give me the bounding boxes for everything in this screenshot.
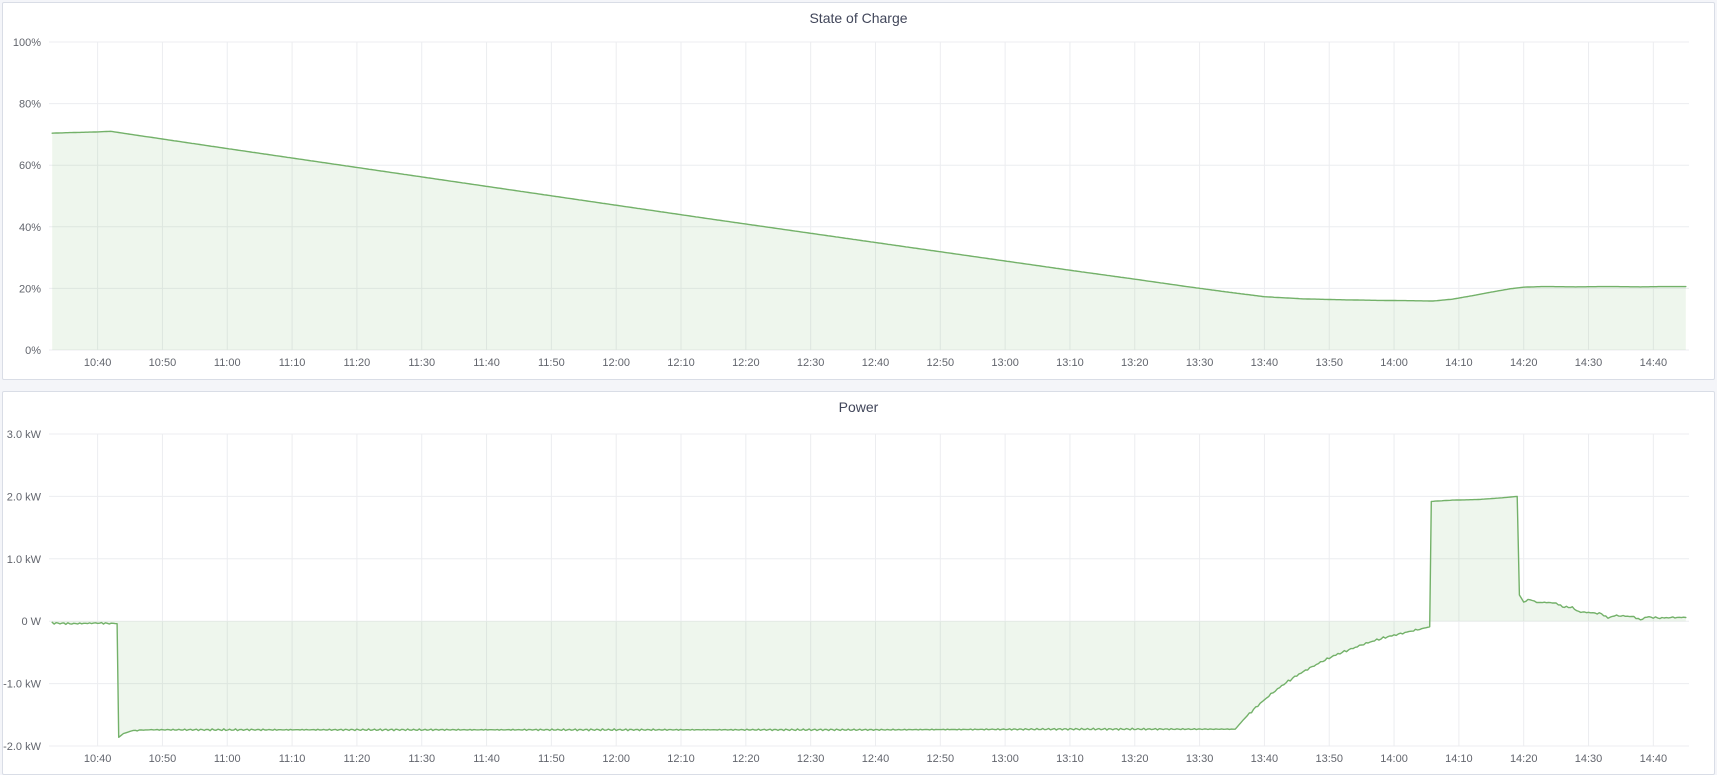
x-axis-tick-label: 12:20 <box>732 753 760 765</box>
x-axis-tick-label: 11:00 <box>214 357 241 369</box>
x-axis-tick-label: 12:30 <box>797 357 825 369</box>
y-axis-tick-label: 1.0 kW <box>7 554 42 566</box>
series-line <box>51 495 1687 738</box>
y-axis-tick-label: 0 W <box>21 616 41 628</box>
x-axis-tick-label: 11:40 <box>473 753 500 765</box>
x-axis-tick-label: 13:50 <box>1315 753 1343 765</box>
x-axis-tick-label: 12:40 <box>862 357 890 369</box>
x-axis-tick-label: 12:00 <box>602 357 630 369</box>
panel-title-state-of-charge[interactable]: State of Charge <box>809 10 908 26</box>
x-axis-tick-label: 14:00 <box>1380 357 1408 369</box>
x-axis-tick-label: 12:50 <box>927 753 955 765</box>
axis-labels: 100% 80% 60% 40% 20% 0% 10:40 10:50 11:00 11:10 11… <box>13 37 1667 369</box>
x-axis-tick-label: 13:30 <box>1186 753 1214 765</box>
x-axis-tick-label: 10:50 <box>149 357 177 369</box>
x-axis-tick-label: 11:10 <box>279 357 306 369</box>
axis-labels: 3.0 kW 2.0 kW 1.0 kW 0 W -1.0 kW -2.0 kW 10:40… <box>3 429 1667 765</box>
x-axis-tick-label: 13:20 <box>1121 357 1149 369</box>
x-axis-tick-label: 10:40 <box>84 357 112 369</box>
x-axis-tick-label: 13:00 <box>991 357 1019 369</box>
series <box>51 130 1687 350</box>
y-axis-tick-label: 40% <box>19 222 41 234</box>
y-axis-tick-label: -2.0 kW <box>3 741 42 753</box>
x-axis-tick-label: 10:50 <box>149 753 177 765</box>
x-axis-tick-label: 14:10 <box>1445 357 1473 369</box>
x-axis-tick-label: 11:50 <box>538 357 565 369</box>
x-axis-tick-label: 14:30 <box>1575 357 1603 369</box>
panel-power: Power 3.0 kW 2.0 kW 1.0 kW 0 W -1.0 kW -2.0 k… <box>2 391 1715 775</box>
x-axis-tick-label: 11:30 <box>408 753 435 765</box>
x-axis-tick-label: 13:00 <box>991 753 1019 765</box>
x-axis-tick-label: 11:50 <box>538 753 565 765</box>
x-axis-tick-label: 13:40 <box>1251 753 1279 765</box>
x-axis-tick-label: 12:20 <box>732 357 760 369</box>
y-axis-tick-label: 3.0 kW <box>7 429 42 441</box>
y-axis-tick-label: 60% <box>19 160 41 172</box>
x-axis-tick-label: 10:40 <box>84 753 112 765</box>
x-axis-tick-label: 11:30 <box>408 357 435 369</box>
x-axis-tick-label: 13:40 <box>1251 357 1279 369</box>
x-axis-tick-label: 12:10 <box>667 357 695 369</box>
x-axis-tick-label: 14:20 <box>1510 753 1538 765</box>
x-axis-tick-label: 13:10 <box>1056 753 1084 765</box>
series-line <box>51 130 1687 302</box>
x-axis-tick-label: 11:10 <box>279 753 306 765</box>
x-axis-tick-label: 11:20 <box>344 753 371 765</box>
x-axis-tick-label: 12:10 <box>667 753 695 765</box>
y-axis-tick-label: 2.0 kW <box>7 491 42 503</box>
x-axis-tick-label: 14:00 <box>1380 753 1408 765</box>
y-axis-tick-label: 80% <box>19 99 41 111</box>
x-axis-tick-label: 14:10 <box>1445 753 1473 765</box>
x-axis-tick-label: 14:20 <box>1510 357 1538 369</box>
x-axis-tick-label: 12:30 <box>797 753 825 765</box>
y-axis-tick-label: 0% <box>25 345 41 357</box>
x-axis-tick-label: 13:30 <box>1186 357 1214 369</box>
x-axis-tick-label: 11:00 <box>214 753 241 765</box>
series-area-fill <box>52 131 1686 350</box>
y-axis-tick-label: 100% <box>13 37 41 49</box>
power-chart[interactable]: 3.0 kW 2.0 kW 1.0 kW 0 W -1.0 kW -2.0 kW 10:40… <box>3 392 1714 774</box>
y-axis-tick-label: 20% <box>19 283 41 295</box>
x-axis-tick-label: 12:50 <box>927 357 955 369</box>
state-of-charge-chart[interactable]: 100% 80% 60% 40% 20% 0% 10:40 10:50 11:00 11:10 11… <box>3 3 1714 379</box>
x-axis-tick-label: 14:30 <box>1575 753 1603 765</box>
y-axis-tick-label: -1.0 kW <box>3 679 42 691</box>
grid <box>49 433 1689 747</box>
x-axis-tick-label: 12:40 <box>862 753 890 765</box>
series <box>51 495 1687 738</box>
panel-title-power[interactable]: Power <box>838 399 879 415</box>
x-axis-tick-label: 14:40 <box>1640 753 1668 765</box>
x-axis-tick-label: 13:10 <box>1056 357 1084 369</box>
x-axis-tick-label: 11:20 <box>344 357 371 369</box>
panel-state-of-charge: State of Charge 100% 80% 60% 40% 20% 0% 10:40 1… <box>2 2 1715 380</box>
x-axis-tick-label: 13:50 <box>1315 357 1343 369</box>
x-axis-tick-label: 13:20 <box>1121 753 1149 765</box>
series-area-fill <box>52 496 1686 738</box>
x-axis-tick-label: 11:40 <box>473 357 500 369</box>
x-axis-tick-label: 12:00 <box>602 753 630 765</box>
x-axis-tick-label: 14:40 <box>1640 357 1668 369</box>
